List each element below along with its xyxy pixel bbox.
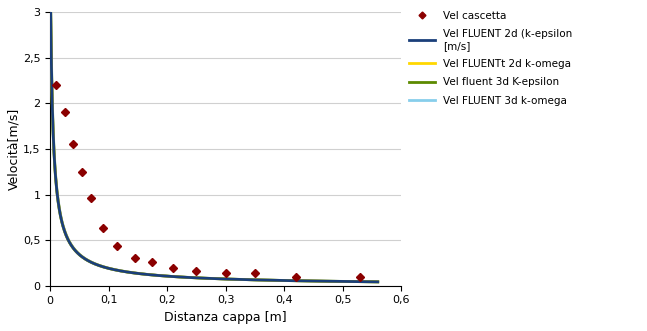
Y-axis label: Velocità[m/s]: Velocità[m/s] [7,108,20,190]
Legend: Vel cascetta, Vel FLUENT 2d (k-epsilon
[m/s], Vel FLUENTt 2d k-omega, Vel fluent: Vel cascetta, Vel FLUENT 2d (k-epsilon [… [404,7,576,110]
X-axis label: Distanza cappa [m]: Distanza cappa [m] [164,311,287,324]
